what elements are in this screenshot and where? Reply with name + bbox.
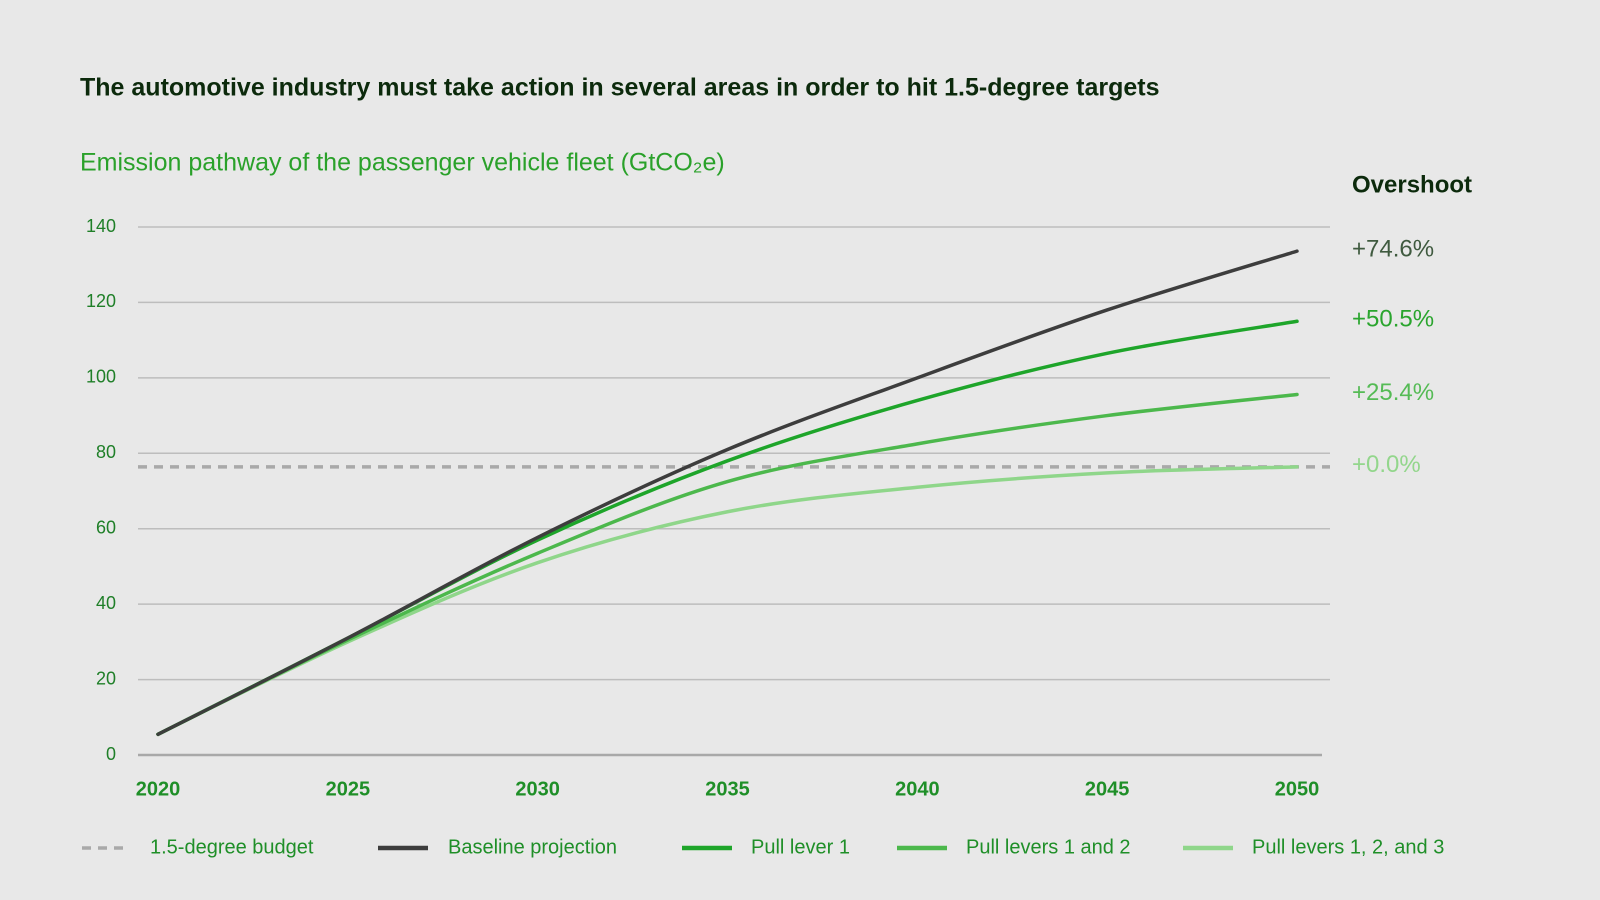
end-label: +0.0% <box>1352 451 1421 478</box>
y-tick-label: 100 <box>86 367 116 387</box>
legend-label: 1.5-degree budget <box>150 836 314 858</box>
legend-label: Pull lever 1 <box>751 836 850 858</box>
x-tick-label: 2050 <box>1275 778 1320 800</box>
y-tick-label: 20 <box>96 668 116 688</box>
end-label: +50.5% <box>1352 306 1434 333</box>
legend-label: Baseline projection <box>448 836 617 858</box>
series-line <box>156 249 1299 737</box>
x-tick-label: 2040 <box>895 778 940 800</box>
x-tick-label: 2030 <box>515 778 560 800</box>
chart-title: The automotive industry must take action… <box>80 74 1159 102</box>
y-tick-label: 60 <box>96 517 116 537</box>
y-tick-label: 40 <box>96 593 116 613</box>
x-tick-label: 2045 <box>1085 778 1130 800</box>
y-tick-label: 140 <box>86 216 116 236</box>
x-tick-label: 2035 <box>705 778 750 800</box>
x-tick-label: 2020 <box>136 778 181 800</box>
legend-label: Pull levers 1, 2, and 3 <box>1252 836 1444 858</box>
end-label: +74.6% <box>1352 235 1434 262</box>
end-labels-title: Overshoot <box>1352 171 1472 198</box>
y-tick-label: 120 <box>86 291 116 311</box>
y-tick-label: 0 <box>106 744 116 764</box>
legend-label: Pull levers 1 and 2 <box>966 836 1131 858</box>
chart-subtitle: Emission pathway of the passenger vehicl… <box>80 149 725 177</box>
y-tick-label: 80 <box>96 442 116 462</box>
x-tick-label: 2025 <box>326 778 371 800</box>
end-label: +25.4% <box>1352 379 1434 406</box>
